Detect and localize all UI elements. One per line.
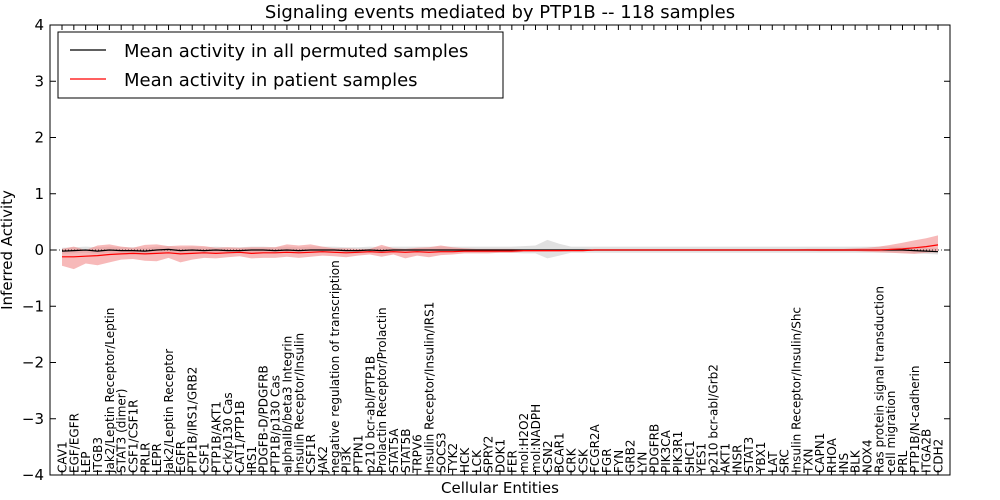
- x-tick-label: PIK3CA: [659, 429, 673, 473]
- x-tick-label: LEPR: [150, 443, 164, 473]
- x-tick-label: FYN: [612, 450, 626, 473]
- y-tick-label: −2: [22, 354, 44, 372]
- y-axis-label: Inferred Activity: [0, 190, 16, 310]
- x-tick-label: FER: [505, 450, 519, 473]
- legend-box: [57, 31, 504, 99]
- legend-label-permuted: Mean activity in all permuted samples: [124, 41, 468, 62]
- x-tick-label: p210 bcr-abl/Grb2: [707, 364, 721, 473]
- x-tick-label: EGFR: [174, 441, 188, 473]
- y-tick-label: 1: [34, 185, 44, 203]
- plot-frame: [49, 24, 951, 476]
- x-tick-label: Insulin Receptor/Insulin/IRS1: [423, 302, 437, 473]
- y-tick-label: −3: [22, 410, 44, 428]
- x-tick-label: CAV1: [56, 441, 70, 473]
- x-tick-label: LYN: [636, 452, 650, 473]
- x-tick-label: YBX1: [754, 442, 768, 474]
- x-tick-label: PIK3R1: [671, 431, 685, 473]
- y-tick-label: 3: [34, 72, 44, 90]
- x-tick-label: FGR: [600, 448, 614, 473]
- x-tick-label: Crk/p130 Cas: [221, 392, 235, 473]
- x-tick-label: CRK: [565, 447, 579, 473]
- x-tick-label: cell migration: [884, 391, 898, 473]
- x-tick-label: PTP1B/p130 Cas: [269, 375, 283, 473]
- x-tick-label: CAT1/PTP1B: [233, 401, 247, 473]
- x-tick-label: PRL: [896, 450, 910, 473]
- x-tick-label: PI3K: [340, 446, 354, 473]
- x-tick-label: CSF1R: [304, 434, 318, 473]
- x-tick-label: IRS1: [245, 446, 259, 473]
- x-tick-label: Jak2/Leptin Receptor/Leptin: [103, 308, 117, 474]
- x-tick-label: PDGFRB: [647, 424, 661, 473]
- x-tick-label: FCGR2A: [588, 423, 602, 473]
- x-tick-label: BLK: [849, 449, 863, 473]
- x-tick-label: p210 bcr-abl/PTP1B: [363, 356, 377, 473]
- x-tick-label: STAT5B: [399, 429, 413, 474]
- x-tick-label: DOK1: [494, 439, 508, 473]
- x-tick-label: mol:H2O2: [517, 413, 531, 473]
- x-tick-label: LEP: [79, 451, 93, 473]
- x-tick-label: negative regulation of transcription: [328, 260, 342, 473]
- x-tick-label: ITGB3: [91, 437, 105, 473]
- x-tick-label: TYK2: [446, 443, 460, 474]
- x-tick-label: alphaIIb/beta3 Integrin: [280, 336, 294, 473]
- x-tick-label: PTP1B/AKT1: [209, 401, 223, 473]
- x-tick-label: SOCS3: [434, 432, 448, 473]
- x-tick-label: AKT1: [718, 443, 732, 473]
- x-tick-label: PRLR: [138, 442, 152, 473]
- chart-title: Signaling events mediated by PTP1B -- 11…: [265, 2, 735, 23]
- x-tick-label: INSR: [730, 445, 744, 473]
- x-tick-label: CSN2: [541, 440, 555, 473]
- y-tick-label: 4: [34, 16, 44, 34]
- x-tick-label: STAT3: [742, 437, 756, 473]
- x-tick-label: CAPN1: [813, 433, 827, 473]
- x-tick-label: mol:NADPH: [529, 404, 543, 473]
- x-tick-label: GRB2: [624, 439, 638, 473]
- x-tick-label: PTP1B/IRS1/GRB2: [186, 367, 200, 473]
- x-tick-label: EGF/EGFR: [67, 413, 81, 473]
- x-tick-label: CSF1/CSF1R: [127, 400, 141, 473]
- x-tick-label: CDH2: [932, 439, 946, 473]
- x-tick-label: HCK: [458, 447, 472, 473]
- x-tick-label: Insulin Receptor/Insulin: [292, 333, 306, 473]
- y-tick-label: 0: [34, 241, 44, 259]
- x-tick-label: NOX4: [861, 439, 875, 473]
- x-tick-label: Jak2/Leptin Receptor: [162, 349, 176, 474]
- y-tick-label: −1: [22, 297, 44, 315]
- x-tick-label: STAT3 (dimer): [115, 389, 129, 473]
- y-tick-label: −4: [22, 466, 44, 484]
- confidence-bands: [50, 235, 950, 270]
- x-tick-label: INS: [837, 453, 851, 473]
- legend: Mean activity in all permuted samples Me…: [57, 31, 504, 99]
- x-tick-label: BCAR1: [553, 432, 567, 473]
- x-tick-label: SPRY2: [482, 436, 496, 473]
- x-tick-label: CSK: [576, 448, 590, 473]
- x-tick-label: ITGA2B: [920, 429, 934, 473]
- y-axis-ticks: −4 −3 −2 −1 0 1 2 3 4: [22, 16, 950, 484]
- x-tick-label: Prolactin Receptor/Prolactin: [375, 307, 389, 473]
- x-tick-label: PTPN1: [351, 435, 365, 473]
- band-series-1: [62, 235, 938, 270]
- x-tick-label: Ras protein signal transduction: [872, 286, 886, 473]
- x-tick-label: SHC1: [683, 440, 697, 473]
- y-tick-label: 2: [34, 129, 44, 147]
- x-tick-label: YES1: [695, 443, 709, 474]
- legend-label-patient: Mean activity in patient samples: [124, 70, 418, 91]
- x-tick-label: LCK: [470, 449, 484, 473]
- x-tick-label: JAK2: [316, 446, 330, 474]
- x-tick-label: SRC: [778, 449, 792, 473]
- x-tick-label: LAT: [766, 451, 780, 473]
- x-tick-label: PDGFB-D/PDGFRB: [257, 365, 271, 473]
- x-tick-label: CSF1: [198, 442, 212, 473]
- x-tick-label: TXN: [801, 448, 815, 474]
- series-lines: [61, 244, 939, 258]
- x-tick-label: STAT5A: [387, 428, 401, 473]
- x-tick-label: TRPV6: [411, 434, 425, 474]
- x-axis-label: Cellular Entities: [441, 479, 559, 497]
- x-tick-label: Insulin Receptor/Insulin/Shc: [789, 307, 803, 473]
- x-tick-label: PTP1B/N-cadherin: [908, 366, 922, 473]
- x-tick-label: RHOA: [825, 437, 839, 473]
- line-series-1: [62, 244, 939, 258]
